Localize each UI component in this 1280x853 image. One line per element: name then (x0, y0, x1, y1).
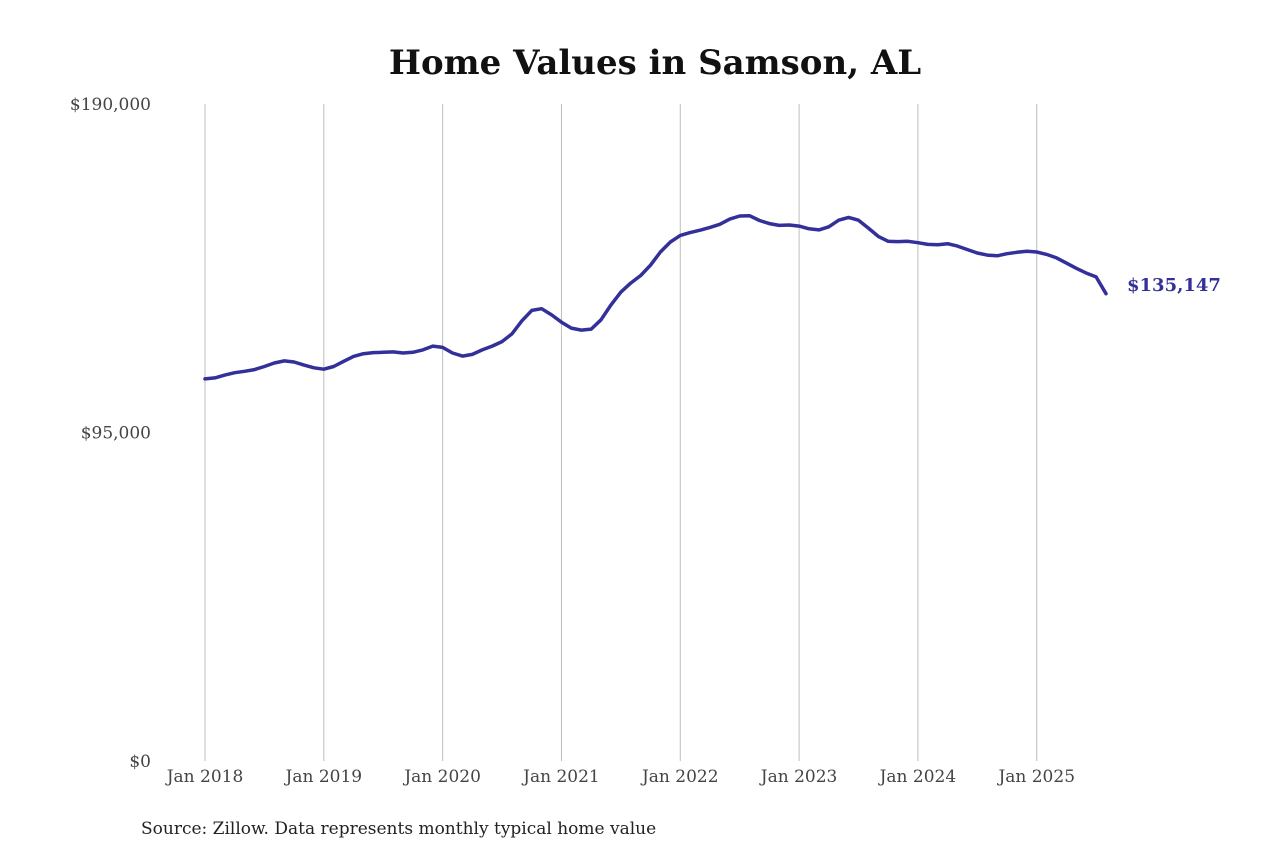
y-tick-label: $95,000 (81, 424, 151, 444)
x-tick-label: Jan 2023 (759, 767, 838, 787)
source-note: Source: Zillow. Data represents monthly … (141, 819, 656, 839)
chart-title: Home Values in Samson, AL (389, 43, 921, 83)
x-tick-label: Jan 2018 (165, 767, 244, 787)
y-axis-ticks: $0 $95,000 $190,000 (70, 95, 151, 772)
series-line-home-value (203, 213, 1108, 381)
x-tick-label: Jan 2022 (640, 767, 719, 787)
x-axis-ticks: Jan 2018 Jan 2019 Jan 2020 Jan 2021 Jan 2022… (165, 767, 1075, 787)
x-tick-label: Jan 2019 (284, 767, 363, 787)
y-tick-label: $0 (129, 752, 151, 772)
x-tick-label: Jan 2021 (521, 767, 600, 787)
grid-layer (204, 104, 1038, 761)
x-tick-label: Jan 2020 (402, 767, 481, 787)
y-tick-label: $190,000 (70, 95, 151, 115)
x-tick-label: Jan 2025 (996, 767, 1075, 787)
end-value-label: $135,147 (1127, 275, 1221, 296)
x-tick-label: Jan 2024 (878, 767, 957, 787)
